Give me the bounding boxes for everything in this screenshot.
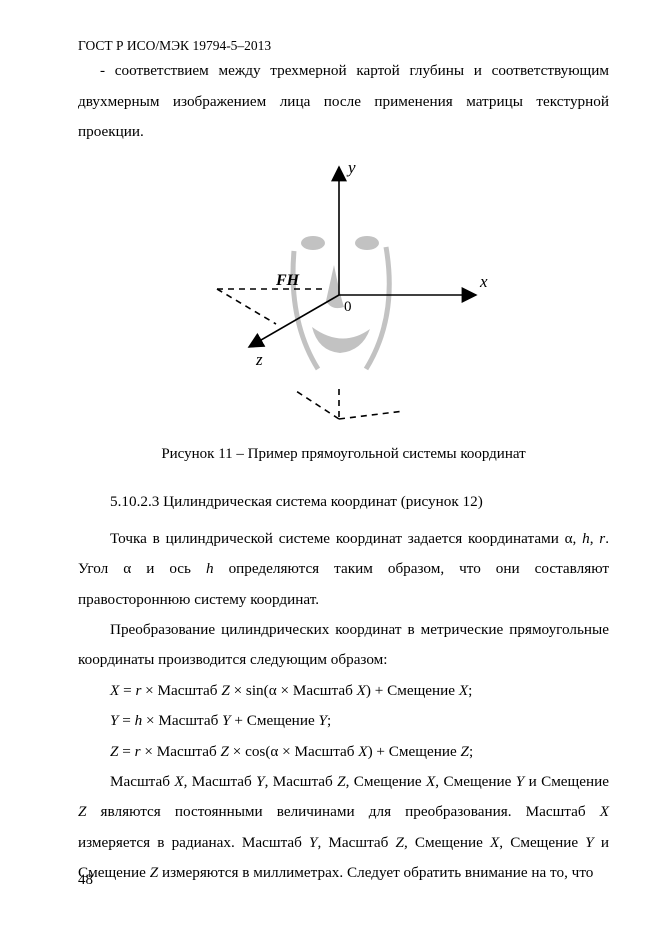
text: ; xyxy=(469,743,473,760)
text: = xyxy=(118,712,134,729)
equation-x: X = r × Масштаб Z × sin(α × Масштаб X) +… xyxy=(78,676,609,706)
text: , Смещение xyxy=(404,834,490,851)
axis-z-label: z xyxy=(255,350,263,369)
var: Z xyxy=(220,743,228,760)
bullet-para: - соответствием между трехмерной картой … xyxy=(78,56,609,147)
para-cylindrical-2: Преобразование цилиндрических координат … xyxy=(78,615,609,676)
var: X xyxy=(426,773,435,790)
text: × Масштаб xyxy=(141,743,221,760)
text: ) + Смещение xyxy=(368,743,461,760)
text: × sin(α × Масштаб xyxy=(230,682,357,699)
var-h: h xyxy=(582,530,590,547)
var: X xyxy=(600,803,609,820)
var: X xyxy=(459,682,468,699)
text: измеряются в миллиметрах. Следует обрати… xyxy=(158,864,593,881)
text: , Смещение xyxy=(346,773,426,790)
var: X xyxy=(358,743,367,760)
text: , Масштаб xyxy=(184,773,257,790)
var: Z xyxy=(150,864,158,881)
text: , Масштаб xyxy=(265,773,338,790)
var: X xyxy=(490,834,499,851)
text: × Масштаб xyxy=(141,682,221,699)
text: , Смещение xyxy=(499,834,585,851)
figure-11: y x z 0 FH Рисунок 11 – Пример прямоугол… xyxy=(78,159,609,469)
doc-code: ГОСТ Р ИСО/МЭК 19794-5–2013 xyxy=(78,38,609,54)
text: Точка в цилиндрической системе координат… xyxy=(110,530,582,547)
var: Z xyxy=(337,773,345,790)
section-5-10-2-3-head: 5.10.2.3 Цилиндрическая система координа… xyxy=(78,487,609,517)
text: Масштаб xyxy=(110,773,174,790)
text: , xyxy=(590,530,600,547)
fh-label: FH xyxy=(275,272,300,289)
var-h: h xyxy=(206,560,214,577)
var: Y xyxy=(256,773,264,790)
origin-label: 0 xyxy=(344,299,352,315)
figure-11-caption: Рисунок 11 – Пример прямоугольной систем… xyxy=(161,439,525,469)
axis-x-label: x xyxy=(479,272,488,291)
text: и Смещение xyxy=(524,773,609,790)
text: + Смещение xyxy=(231,712,319,729)
text: , Смещение xyxy=(435,773,515,790)
var: Z xyxy=(396,834,404,851)
var: Z xyxy=(461,743,469,760)
text: × Масштаб xyxy=(142,712,222,729)
coord-axes-svg: y x z 0 FH xyxy=(194,159,494,429)
var: X xyxy=(174,773,183,790)
page-number: 48 xyxy=(78,865,93,895)
var: Y xyxy=(222,712,230,729)
para-cylindrical-1: Точка в цилиндрической системе координат… xyxy=(78,524,609,615)
equation-z: Z = r × Масштаб Z × cos(α × Масштаб X) +… xyxy=(78,737,609,767)
var: X xyxy=(110,682,119,699)
var: Z xyxy=(221,682,229,699)
page: ГОСТ Р ИСО/МЭК 19794-5–2013 - соответств… xyxy=(0,0,661,935)
text: , Масштаб xyxy=(317,834,395,851)
var: Y xyxy=(516,773,524,790)
text: являются постоянными величинами для прео… xyxy=(86,803,599,820)
text: ; xyxy=(327,712,331,729)
text: ) + Смещение xyxy=(366,682,459,699)
var: Y xyxy=(318,712,326,729)
text: = xyxy=(119,682,135,699)
var: Y xyxy=(585,834,593,851)
para-cylindrical-3: Масштаб X, Масштаб Y, Масштаб Z, Смещени… xyxy=(78,767,609,889)
text: измеряется в радианах. Масштаб xyxy=(78,834,309,851)
equation-y: Y = h × Масштаб Y + Смещение Y; xyxy=(78,706,609,736)
axis-y-label: y xyxy=(346,159,356,177)
text: = xyxy=(118,743,134,760)
text: ; xyxy=(468,682,472,699)
var: X xyxy=(357,682,366,699)
text: × cos(α × Масштаб xyxy=(229,743,358,760)
